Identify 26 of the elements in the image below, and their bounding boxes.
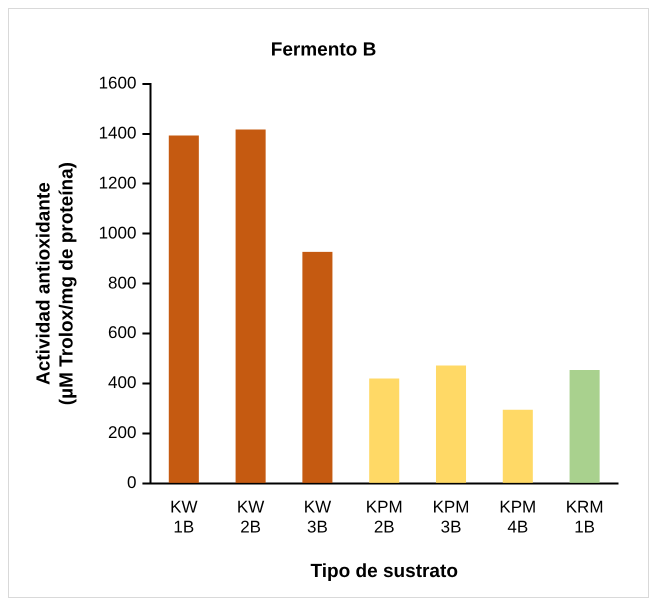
bar [570,370,600,483]
bar [168,136,199,483]
y-axis-title: Actividad antioxidante (µM Trolox/mg de proteína) [34,162,78,406]
y-tick-label: 1600 [98,73,136,92]
x-tick-label: KPM 3B [432,497,470,537]
y-tick-label: 800 [108,273,136,292]
x-tick-label: KRM 1B [566,497,604,537]
y-tick-label: 1400 [98,123,136,142]
y-tick-label: 400 [108,373,136,392]
x-tick-label: KW 2B [236,497,264,537]
bar [436,366,466,483]
y-tick-label: 200 [108,423,136,442]
chart-title: Fermento B [270,40,376,61]
y-tick-label: 0 [126,473,136,492]
bar [302,252,332,483]
x-tick-label: KW 1B [170,497,198,537]
x-tick-label: KPM 2B [366,497,403,537]
x-tick-label: KW 3B [304,497,332,537]
y-tick-label: 1000 [98,223,136,242]
bar [369,378,400,483]
bar [236,130,266,483]
y-tick-label: 600 [108,323,136,342]
bar [502,410,533,483]
x-tick-label: KPM 4B [499,497,536,537]
y-tick-label: 1200 [98,173,136,192]
x-axis-title: Tipo de sustrato [310,560,458,582]
